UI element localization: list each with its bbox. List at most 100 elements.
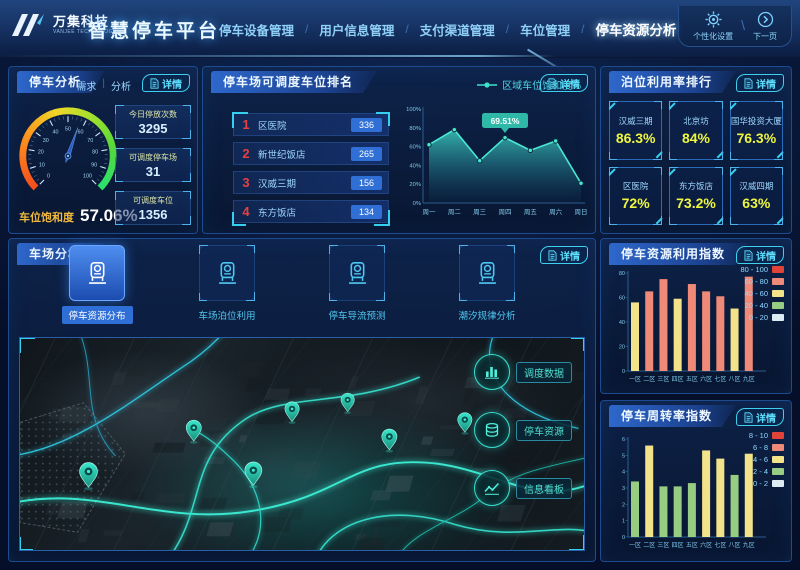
berth-name: 汉威三期 [618, 115, 653, 126]
legend-item: 40 - 60 [745, 289, 784, 298]
rank-value: 134 [350, 204, 382, 219]
detail-label: 详情 [756, 251, 776, 263]
rank-row[interactable]: 1 区医院 336 [233, 113, 389, 136]
berth-value: 73.2% [676, 195, 716, 212]
svg-text:0: 0 [622, 535, 625, 541]
legend-label: 0 - 2 [752, 479, 768, 488]
corner-slash [729, 102, 737, 110]
legend-item: 8 - 10 [749, 431, 784, 440]
lot-tab-3[interactable]: 停车导流预测 [324, 245, 390, 333]
map-button-1[interactable]: 调度数据 [474, 354, 572, 390]
rank-row[interactable]: 4 东方饭店 134 [233, 200, 389, 223]
detail-button[interactable]: 详情 [540, 246, 588, 264]
rank-number: 4 [242, 204, 250, 219]
detail-button[interactable]: 详情 [540, 74, 588, 92]
svg-text:20: 20 [38, 150, 44, 156]
svg-text:40%: 40% [409, 163, 421, 169]
document-icon [548, 249, 557, 261]
svg-text:周六: 周六 [549, 207, 563, 216]
logo-subtext: VANJEE TECHNOLOGY [53, 29, 117, 35]
detail-button[interactable]: 详情 [736, 246, 784, 264]
berth-name: 区医院 [622, 181, 649, 192]
map-button-3[interactable]: 信息看板 [474, 470, 572, 506]
settings-button[interactable]: 个性化设置 [693, 11, 733, 42]
svg-text:1: 1 [622, 519, 625, 525]
city-map[interactable]: 调度数据停车资源信息看板 [19, 337, 585, 551]
map-pin[interactable] [185, 419, 202, 444]
lot-tab-1[interactable]: 停车资源分布 [61, 245, 133, 333]
turnover-index-bar-chart: 0 1 2 3 4 5 6 一区 二区 三区 四区 五区 六区 七区 八区 九区 [622, 437, 766, 549]
stat-box: 今日停放次数 3295 [115, 105, 191, 139]
panel-lot-analysis: 车场分析 详情 停车资源分布 车场泊位利用 停车导流预测 潮汐规律分析 调度数据 停车资… [8, 238, 596, 562]
map-pin[interactable] [244, 461, 263, 489]
detail-label: 详情 [162, 79, 182, 91]
svg-text:八区: 八区 [729, 376, 741, 383]
svg-text:10: 10 [39, 162, 45, 168]
nav-item-3[interactable]: 支付渠道管理 [419, 23, 495, 38]
svg-text:六区: 六区 [700, 375, 712, 383]
svg-text:三区: 三区 [657, 542, 669, 549]
svg-text:周二: 周二 [448, 208, 462, 216]
rank-row[interactable]: 3 汉威三期 156 [233, 171, 389, 194]
turnover-index-legend: 8 - 10 6 - 8 4 - 6 2 - 4 0 - 2 [749, 431, 784, 488]
legend-item: 6 - 8 [753, 443, 784, 452]
berth-name: 国华投资大厦 [730, 115, 782, 126]
corner-slash [655, 216, 663, 224]
document-icon [744, 77, 753, 89]
berth-value: 72% [621, 195, 650, 212]
stat-label: 可调度停车场 [129, 152, 177, 162]
svg-text:2: 2 [622, 502, 625, 508]
rank-name: 新世纪饭店 [258, 149, 306, 161]
next-arrow-icon [757, 11, 773, 28]
detail-button[interactable]: 详情 [142, 74, 190, 92]
stat-value: 3295 [138, 120, 168, 136]
svg-text:九区: 九区 [743, 375, 755, 383]
nav-item-5[interactable]: 停车资源分析 [595, 23, 677, 38]
document-icon [150, 77, 159, 89]
map-pin[interactable] [79, 462, 98, 491]
lot-tab-2[interactable]: 车场泊位利用 [194, 245, 260, 333]
tab-analysis[interactable]: 分析 [111, 82, 131, 93]
legend-item: 4 - 6 [753, 455, 784, 464]
lot-tab-4[interactable]: 潮汐规律分析 [454, 245, 520, 333]
map-pin[interactable] [340, 392, 355, 414]
svg-text:90: 90 [91, 162, 97, 168]
map-button-2[interactable]: 停车资源 [474, 412, 572, 448]
gear-icon [705, 11, 722, 28]
next-page-button[interactable]: 下一页 [753, 11, 777, 42]
nav-item-2[interactable]: 用户信息管理 [319, 23, 395, 38]
svg-text:80: 80 [619, 271, 625, 277]
svg-text:70: 70 [87, 138, 93, 144]
tab-demand[interactable]: 需求 [76, 82, 97, 93]
detail-button[interactable]: 详情 [736, 74, 784, 92]
rank-name: 区医院 [258, 120, 287, 132]
rank-number: 1 [242, 117, 250, 132]
svg-text:六区: 六区 [700, 541, 712, 549]
nav-item-4[interactable]: 车位管理 [520, 23, 571, 38]
svg-text:60%: 60% [409, 145, 421, 151]
rank-list: 1 区医院 336 2 新世纪饭店 265 3 汉威三期 156 4 东方饭店 134 [232, 112, 390, 226]
detail-button[interactable]: 详情 [736, 408, 784, 426]
parking-meter-icon [88, 261, 106, 284]
map-pin[interactable] [457, 412, 473, 435]
main-nav: 停车设备管理 / 用户信息管理 / 支付渠道管理 / 车位管理 / 停车资源分析 [208, 0, 687, 58]
svg-text:五区: 五区 [686, 542, 698, 549]
nav-item-1[interactable]: 停车设备管理 [219, 23, 295, 38]
saturation-area-chart-wrap: 区域车位饱和度% 0% 20% 40% 60% 80% 100% 周一 周二 周三 周四 周五 周六 周… [395, 75, 593, 227]
legend-item: 2 - 4 [753, 467, 784, 476]
svg-text:20%: 20% [409, 182, 421, 188]
panel-title: 停车周转率指数 [609, 405, 736, 427]
next-page-label: 下一页 [753, 32, 777, 41]
map-pin[interactable] [381, 428, 398, 453]
berth-value: 63% [742, 195, 771, 212]
panel-title: 泊位利用率排行 [609, 71, 736, 93]
berth-card: 区医院 72% [608, 166, 663, 225]
parking-meter-icon [478, 261, 496, 284]
rank-value: 336 [350, 117, 382, 132]
legend-swatch [772, 456, 784, 463]
panel-title: 停车场可调度车位排名 [211, 71, 377, 93]
map-button-circle [474, 470, 510, 506]
rank-row[interactable]: 2 新世纪饭店 265 [233, 142, 389, 165]
map-pin[interactable] [284, 401, 300, 424]
